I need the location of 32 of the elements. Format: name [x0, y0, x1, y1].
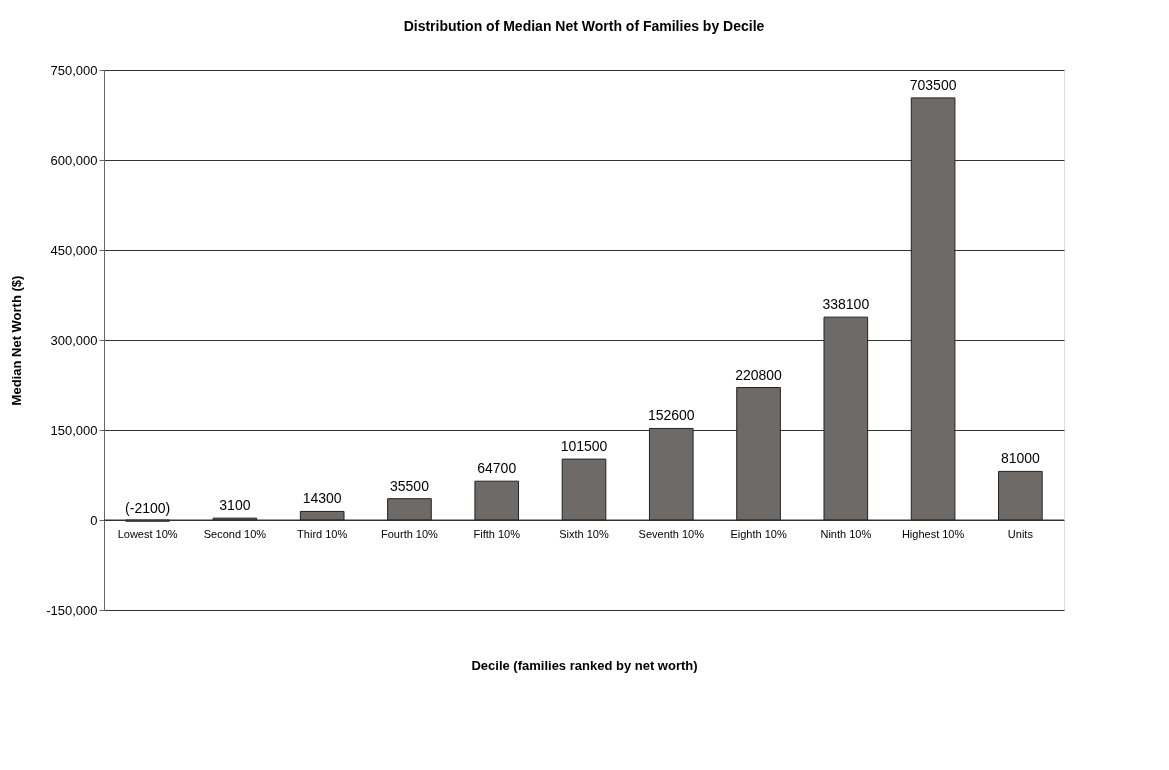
y-axis-title: Median Net Worth ($): [9, 275, 25, 406]
x-tick-label: Seventh 10%: [638, 527, 705, 540]
y-tick-label: 450,000: [50, 242, 98, 258]
x-tick-label: Eighth 10%: [730, 527, 787, 540]
y-tick-label: 300,000: [50, 332, 98, 348]
x-tick-label: Units: [1007, 527, 1034, 540]
x-tick-label: Third 10%: [297, 527, 348, 540]
data-label: 3100: [219, 497, 251, 514]
y-tick-label: 750,000: [50, 62, 98, 78]
y-tick-label: -150,000: [46, 602, 98, 618]
chart-title: Distribution of Median Net Worth of Families by Decile: [403, 18, 765, 34]
x-tick-label: Lowest 10%: [117, 527, 178, 540]
data-label: 220800: [735, 366, 783, 383]
x-axis-title: Decile (families ranked by net worth): [471, 657, 698, 673]
data-label: 703500: [909, 76, 957, 93]
x-tick-label: Sixth 10%: [559, 527, 609, 540]
data-label: 64700: [477, 460, 517, 477]
y-tick-label: 150,000: [50, 422, 98, 438]
x-tick-label: Fifth 10%: [473, 527, 521, 540]
y-tick-label: 0: [90, 512, 98, 528]
data-label: 338100: [822, 296, 870, 313]
x-tick-label: Second 10%: [203, 527, 267, 540]
data-label: 35500: [389, 477, 430, 494]
data-label: 14300: [302, 490, 342, 507]
x-tick-label: Ninth 10%: [820, 527, 872, 540]
data-label: 101500: [560, 438, 608, 455]
y-tick-label: 600,000: [50, 152, 98, 168]
data-label: (-2100): [125, 500, 171, 517]
data-label: 152600: [647, 407, 695, 424]
x-tick-label: Fourth 10%: [381, 527, 439, 540]
data-label: 81000: [1000, 450, 1041, 467]
x-tick-label: Highest 10%: [901, 527, 965, 540]
